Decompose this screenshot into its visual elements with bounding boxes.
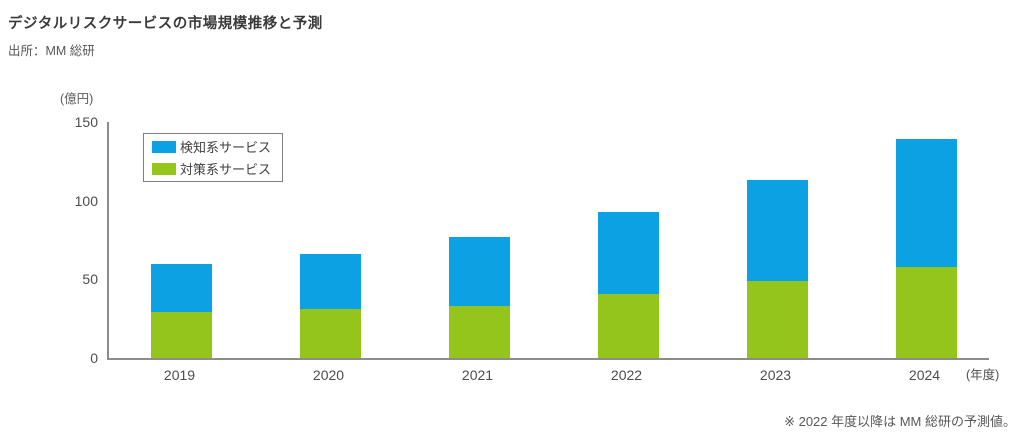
x-axis-unit-label: (年度) (966, 368, 1000, 382)
stacked-bar-2023 (747, 180, 808, 358)
legend-item-countermeasure: 対策系サービス (152, 159, 282, 178)
bar-segment (300, 309, 361, 358)
bar-segment (598, 293, 659, 358)
legend-item-detection: 検知系サービス (152, 137, 282, 156)
stacked-bar-2021 (449, 236, 510, 358)
bar-segment (151, 263, 212, 313)
bar-segment (896, 266, 957, 358)
bar-segment (151, 312, 212, 358)
legend: 検知系サービス 対策系サービス (143, 133, 283, 182)
chart-title: デジタルリスクサービスの市場規模推移と予測 (8, 16, 323, 32)
bar-segment (747, 280, 808, 358)
stacked-bar-2022 (598, 211, 659, 358)
legend-label-countermeasure: 対策系サービス (180, 162, 272, 177)
y-tick-label: 100 (74, 192, 98, 209)
legend-swatch-countermeasure (152, 162, 176, 175)
x-tick-label: 2019 (163, 367, 196, 383)
bar-segment (449, 306, 510, 358)
legend-label-detection: 検知系サービス (180, 140, 272, 155)
bar-segment (300, 254, 361, 310)
x-tick-label: 2023 (759, 367, 792, 383)
stacked-bar-2019 (151, 263, 212, 358)
stacked-bar-2020 (300, 254, 361, 358)
legend-swatch-detection (152, 140, 176, 153)
y-tick-label: 0 (90, 350, 98, 366)
x-tick-label: 2021 (461, 367, 494, 383)
y-tick-label: 150 (74, 114, 98, 130)
x-tick-label: 2020 (312, 367, 345, 383)
y-axis-unit-label: (億円) (60, 92, 94, 106)
plot-area (107, 122, 989, 360)
y-tick-label: 50 (82, 271, 98, 288)
footnote: ※ 2022 年度以降は MM 総研の予測値。 (784, 414, 1016, 429)
x-tick-label: 2022 (610, 367, 643, 383)
bar-segment (896, 139, 957, 267)
stacked-bar-2024 (896, 139, 957, 358)
source-label: 出所：MM 総研 (8, 44, 95, 58)
bar-segment (747, 180, 808, 281)
bar-segment (598, 211, 659, 294)
x-tick-label: 2024 (908, 367, 941, 383)
bar-segment (449, 236, 510, 307)
